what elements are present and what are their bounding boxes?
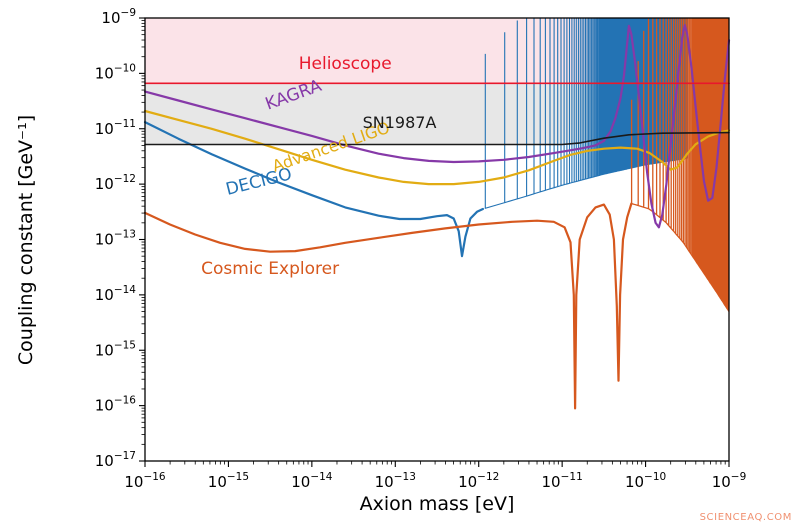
y-tick-label: 10−9 xyxy=(101,7,136,27)
y-tick-label: 10−10 xyxy=(95,62,136,82)
x-tick-label: 10−9 xyxy=(712,471,747,491)
x-tick-label: 10−10 xyxy=(625,471,666,491)
curve-decigo xyxy=(143,121,484,258)
region-helioscope-excluded xyxy=(145,18,729,84)
x-tick-label: 10−13 xyxy=(375,471,416,491)
y-tick-label: 10−13 xyxy=(95,229,136,249)
region-sn1987a-excluded xyxy=(145,83,729,145)
x-tick-label: 10−12 xyxy=(458,471,499,491)
y-tick-label: 10−16 xyxy=(95,395,137,415)
curve-label-helioscope: Helioscope xyxy=(299,54,392,74)
curve-label-cosmic-explorer: Cosmic Explorer xyxy=(201,259,339,279)
curve-cosmic-explorer xyxy=(143,202,633,410)
x-tick-label: 10−16 xyxy=(124,471,166,491)
y-axis-title: Coupling constant [GeV⁻¹] xyxy=(15,114,37,366)
x-axis-title: Axion mass [eV] xyxy=(359,493,515,515)
curve-kagra xyxy=(143,24,731,229)
watermark: SCIENCEAQ.COM xyxy=(699,512,792,523)
curve-sn1987a xyxy=(144,131,730,146)
x-tick-label: 10−11 xyxy=(542,471,583,491)
y-tick-label: 10−17 xyxy=(95,450,136,470)
y-tick-label: 10−11 xyxy=(95,118,136,138)
x-tick-label: 10−15 xyxy=(208,471,249,491)
y-tick-label: 10−14 xyxy=(95,284,137,304)
curve-advanced-ligo xyxy=(143,109,731,186)
y-tick-label: 10−12 xyxy=(95,173,136,193)
y-tick-label: 10−15 xyxy=(95,339,136,359)
x-tick-label: 10−14 xyxy=(291,471,333,491)
curve-label-sn1987a: SN1987A xyxy=(363,113,437,132)
